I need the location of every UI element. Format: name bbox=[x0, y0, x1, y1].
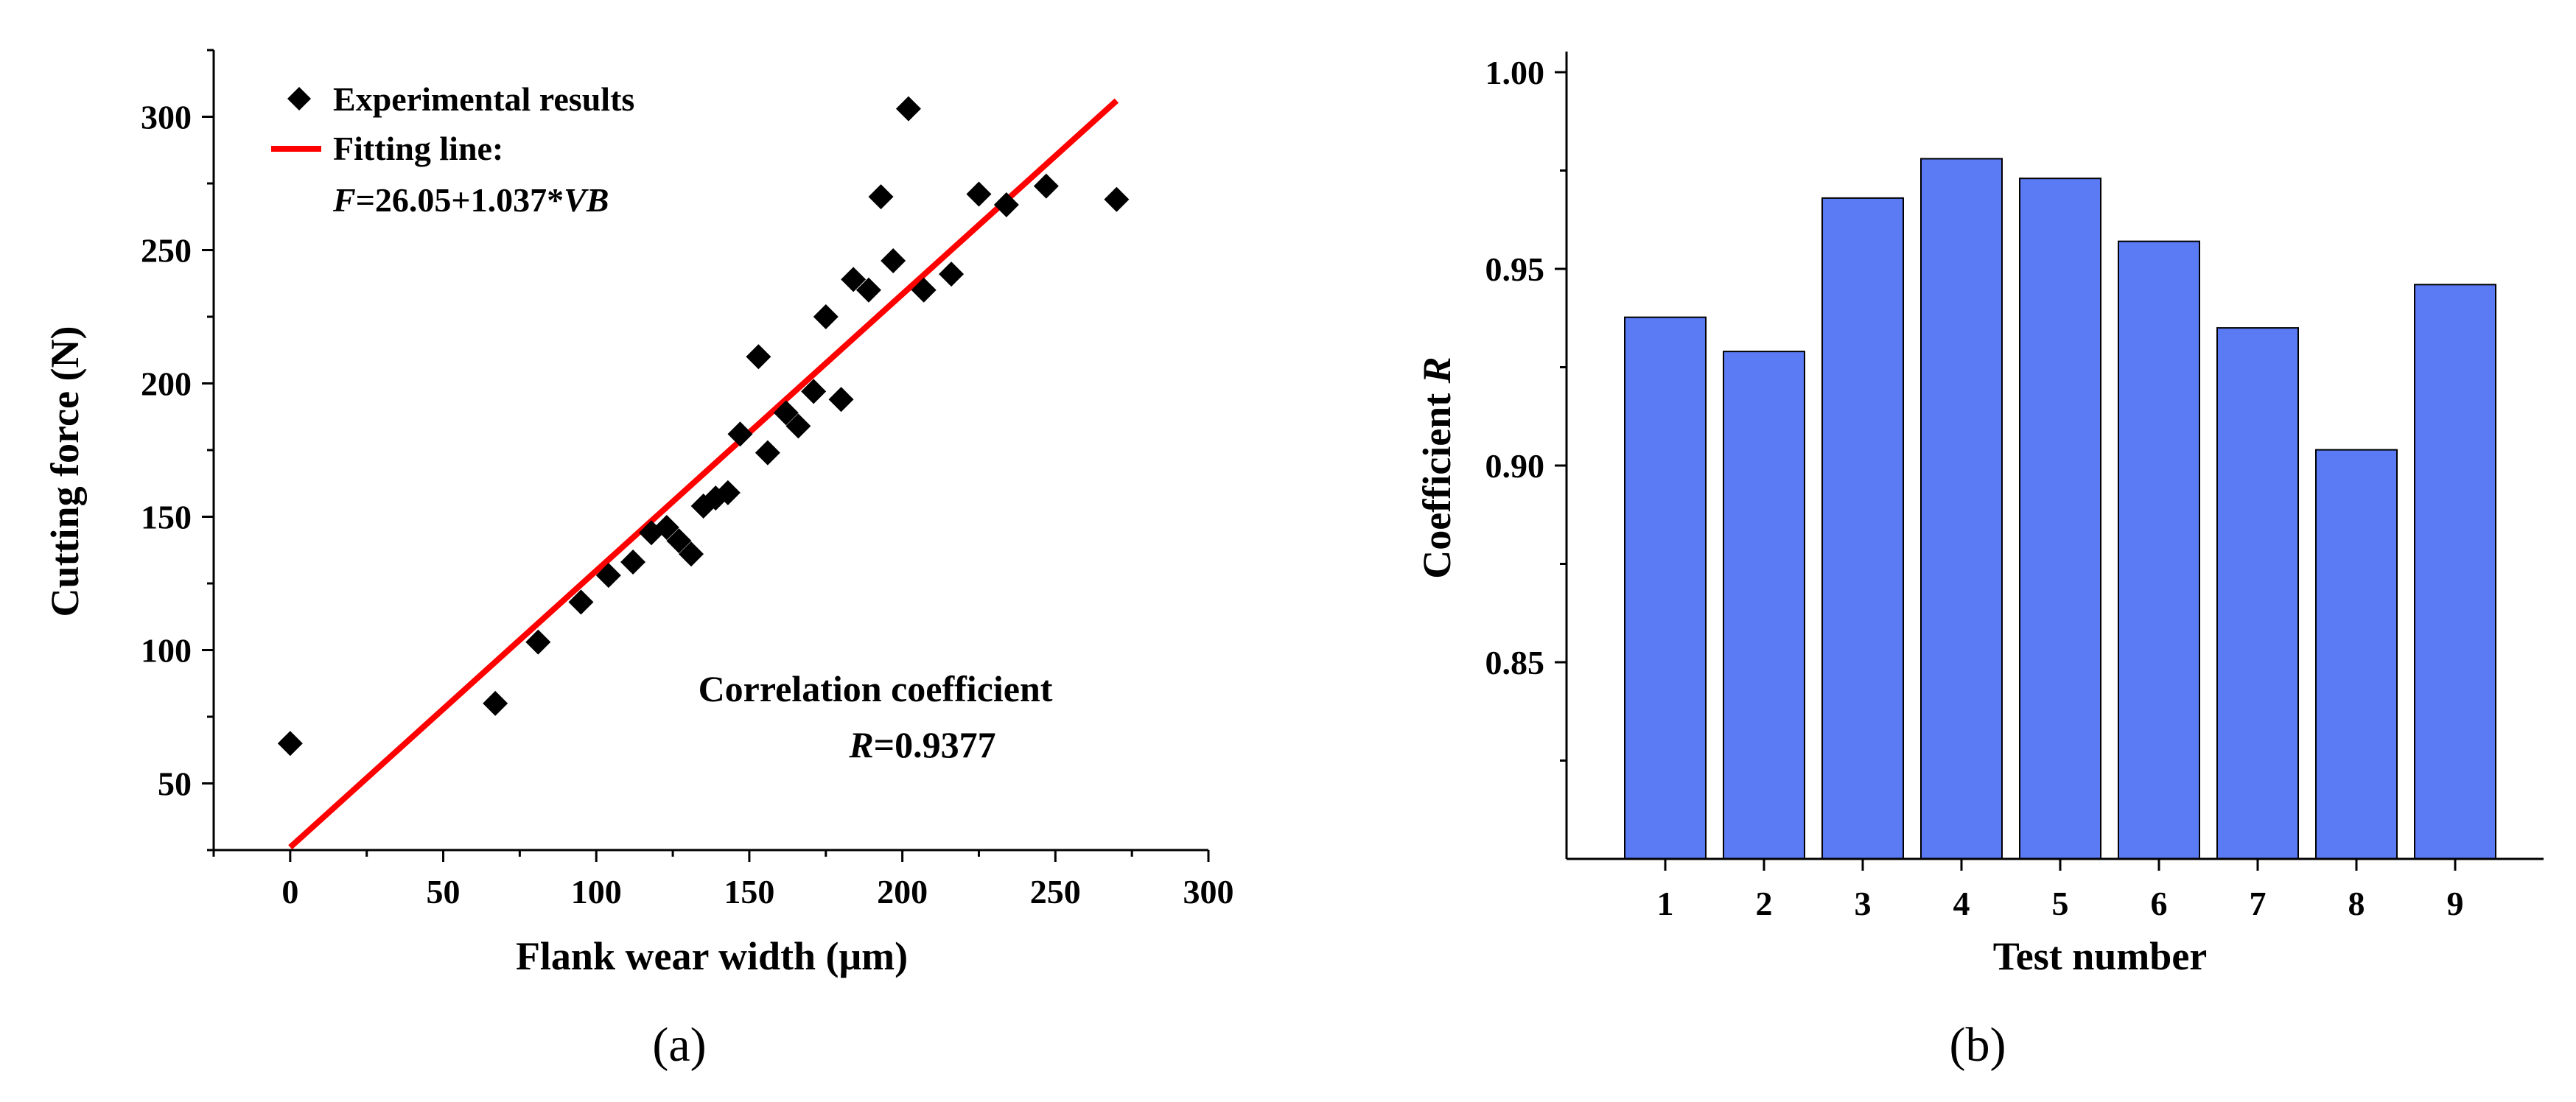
correlation-value: R=0.9377 bbox=[848, 724, 995, 765]
panel-b-bars bbox=[1624, 158, 2496, 860]
x-tick-label: 150 bbox=[724, 873, 774, 910]
panel-a-label: (a) bbox=[652, 1018, 706, 1072]
y-tick-label: 250 bbox=[141, 232, 192, 270]
bar-test-2 bbox=[1723, 351, 1805, 860]
y-tick-label: 50 bbox=[158, 765, 192, 803]
data-point-diamond bbox=[1033, 173, 1059, 199]
data-point-diamond bbox=[277, 731, 303, 757]
data-point-diamond bbox=[483, 690, 508, 716]
panel-a-x-axis-label: Flank wear width (μm) bbox=[516, 934, 908, 978]
x-tick-label: 1 bbox=[1657, 885, 1674, 922]
panel-b-y-axis-label-var: R bbox=[1415, 357, 1459, 384]
x-tick-label: 6 bbox=[2151, 885, 2168, 922]
data-point-diamond bbox=[654, 514, 679, 540]
y-tick-label: 200 bbox=[141, 365, 192, 403]
bar-test-7 bbox=[2216, 327, 2299, 860]
y-tick-label: 0.90 bbox=[1485, 447, 1545, 485]
data-point-diamond bbox=[785, 413, 811, 439]
y-tick-label: 1.00 bbox=[1485, 54, 1545, 91]
panel-a-legend: Experimental results Fitting line: F=26.… bbox=[271, 80, 634, 219]
y-tick-label: 300 bbox=[141, 99, 192, 136]
data-point-diamond bbox=[568, 589, 594, 615]
panel-b-bar-chart: 1 2 3 4 5 6 7 8 9 0.85 0.90 0.95 1.00 Test number Co… bbox=[1415, 52, 2544, 1072]
data-point-diamond bbox=[666, 528, 692, 554]
y-tick-label: 0.85 bbox=[1485, 644, 1545, 681]
fitting-line bbox=[288, 98, 1119, 850]
panel-a-correlation-annotation: Correlation coefficient R=0.9377 bbox=[699, 668, 1053, 765]
x-tick-label: 9 bbox=[2447, 885, 2464, 922]
panel-b-label: (b) bbox=[1950, 1018, 2006, 1072]
legend-fit-equation: F=26.05+1.037*VB bbox=[332, 181, 609, 219]
data-point-diamond bbox=[679, 541, 704, 567]
equation-lhs: F bbox=[332, 181, 356, 219]
data-point-diamond bbox=[868, 184, 894, 210]
x-tick-label: 50 bbox=[427, 873, 461, 910]
x-tick-label: 5 bbox=[2052, 885, 2069, 922]
x-tick-label: 8 bbox=[2348, 885, 2365, 922]
data-point-diamond bbox=[746, 344, 771, 370]
data-point-diamond bbox=[855, 277, 881, 303]
bar-test-6 bbox=[2118, 240, 2200, 860]
x-tick-label: 0 bbox=[281, 873, 298, 910]
x-tick-label: 200 bbox=[877, 873, 928, 910]
data-point-diamond bbox=[813, 304, 839, 329]
x-tick-label: 250 bbox=[1030, 873, 1081, 910]
data-point-diamond bbox=[595, 563, 621, 589]
data-point-diamond bbox=[727, 421, 753, 447]
bar-test-4 bbox=[1920, 158, 2003, 860]
data-point-diamond bbox=[966, 181, 992, 207]
bar-test-9 bbox=[2414, 284, 2496, 860]
data-point-diamond bbox=[801, 379, 827, 404]
panel-b-y-axis-label: Coefficient R bbox=[1415, 357, 1459, 578]
panel-a-y-axis-label: Cutting force (N) bbox=[43, 326, 87, 617]
y-tick-label: 0.95 bbox=[1485, 250, 1545, 288]
bar-test-1 bbox=[1624, 316, 1707, 860]
data-point-diamond bbox=[993, 192, 1019, 217]
x-tick-label: 4 bbox=[1953, 885, 1970, 922]
x-tick-label: 300 bbox=[1183, 873, 1234, 910]
data-point-diamond bbox=[939, 262, 965, 287]
legend-label-fitting-line: Fitting line: bbox=[333, 130, 503, 167]
data-point-diamond bbox=[715, 480, 741, 505]
correlation-var: R bbox=[848, 724, 873, 765]
y-tick-label: 100 bbox=[141, 632, 192, 670]
y-tick-label: 150 bbox=[141, 499, 192, 536]
legend-diamond-marker bbox=[287, 87, 311, 110]
equation-var: VB bbox=[564, 181, 609, 219]
data-point-diamond bbox=[895, 96, 921, 122]
panel-a-axes: 0 50 100 150 200 250 300 50 100 150 200 250 300 bbox=[141, 49, 1234, 910]
panel-a-scatter-chart: 0 50 100 150 200 250 300 50 100 150 200 250 300 Expe… bbox=[43, 49, 1234, 1072]
correlation-number: =0.9377 bbox=[874, 724, 996, 765]
data-point-diamond bbox=[841, 267, 867, 292]
panel-a-data-points bbox=[277, 96, 1130, 757]
panel-b-axes: 1 2 3 4 5 6 7 8 9 0.85 0.90 0.95 1.00 bbox=[1485, 52, 2544, 922]
x-tick-label: 3 bbox=[1855, 885, 1872, 922]
legend-label-experimental: Experimental results bbox=[333, 80, 634, 118]
equation-mid: =26.05+1.037* bbox=[356, 181, 564, 219]
x-tick-label: 100 bbox=[571, 873, 622, 910]
data-point-diamond bbox=[828, 387, 854, 413]
bar-test-5 bbox=[2019, 178, 2101, 860]
data-point-diamond bbox=[525, 629, 551, 655]
x-tick-label: 2 bbox=[1756, 885, 1773, 922]
data-point-diamond bbox=[1104, 186, 1130, 212]
data-point-diamond bbox=[755, 440, 780, 466]
bar-test-3 bbox=[1821, 197, 1904, 860]
panel-b-x-axis-label: Test number bbox=[1993, 934, 2208, 978]
panel-b-y-axis-label-text: Coefficient bbox=[1415, 383, 1459, 578]
data-point-diamond bbox=[881, 248, 906, 273]
correlation-label: Correlation coefficient bbox=[699, 668, 1053, 709]
x-tick-label: 7 bbox=[2250, 885, 2267, 922]
panel-a-fit-line-group bbox=[288, 98, 1119, 850]
data-point-diamond bbox=[911, 277, 937, 303]
data-point-diamond bbox=[773, 400, 799, 426]
bar-test-8 bbox=[2315, 449, 2398, 860]
data-point-diamond bbox=[620, 550, 646, 575]
